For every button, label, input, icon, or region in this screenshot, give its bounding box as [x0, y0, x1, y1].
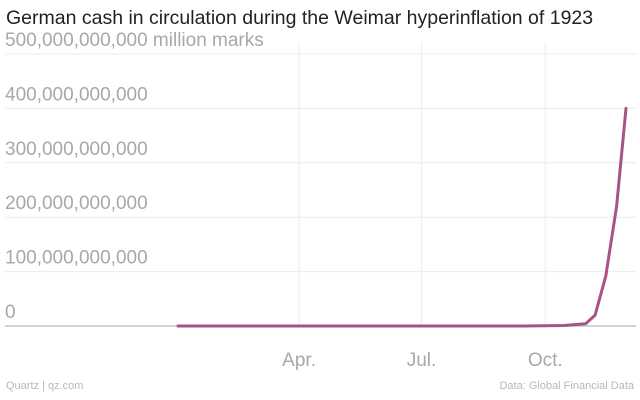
y-tick-label: 300,000,000,000	[5, 139, 148, 160]
x-gridlines	[298, 42, 546, 326]
series-group	[176, 106, 628, 328]
y-tick-label: 400,000,000,000	[5, 84, 148, 105]
x-tick-label: Jul.	[407, 350, 437, 371]
y-tick-label: 0	[5, 302, 16, 323]
y-tick-label: 500,000,000,000 million marks	[5, 30, 264, 51]
x-tick-label: Oct.	[528, 350, 563, 371]
y-tick-labels: 0 100,000,000,000 200,000,000,000 300,000,0…	[5, 30, 264, 323]
y-tick-label: 100,000,000,000	[5, 248, 148, 269]
x-tick-labels: Apr. Jul. Oct.	[282, 350, 563, 371]
series-line	[176, 106, 628, 328]
source-credit: Quartz | qz.com	[6, 380, 84, 392]
chart-title: German cash in circulation during the We…	[6, 7, 594, 29]
y-tick-label: 200,000,000,000	[5, 193, 148, 214]
data-source: Data: Global Financial Data	[499, 380, 634, 392]
x-tick-label: Apr.	[282, 350, 316, 371]
